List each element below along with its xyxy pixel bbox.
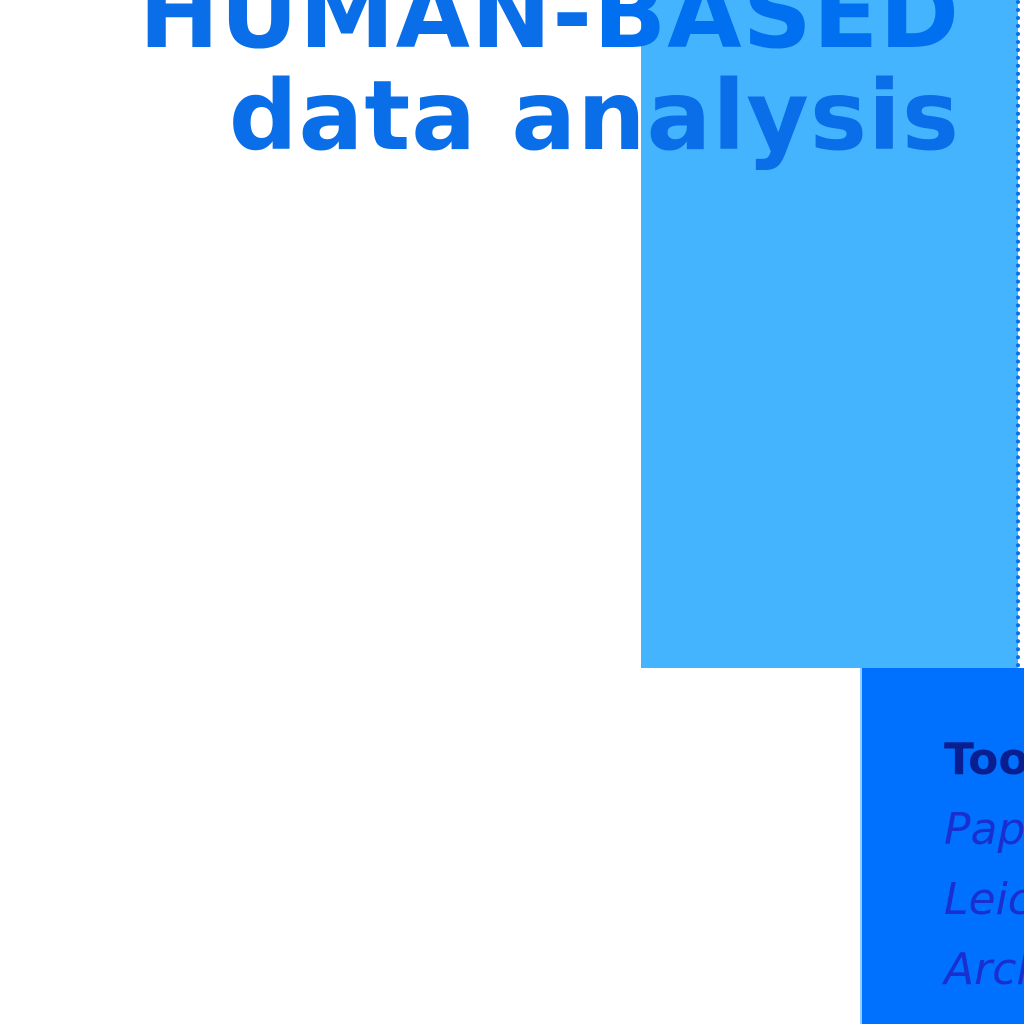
heading-line-1: HUMAN-BASED — [139, 0, 960, 62]
light-blue-panel — [641, 0, 1018, 668]
tools-title: Too — [944, 734, 1024, 785]
heading-line-1-part-1: HUMAN- — [138, 0, 594, 70]
tools-item: Pap — [944, 804, 1024, 855]
tools-item: Arch — [944, 944, 1024, 995]
tools-list: Too Pap Leic Arch — [944, 730, 1024, 992]
heading-line-1-part-2: BASED — [593, 0, 960, 70]
heading-line-2: data analysis — [228, 60, 960, 172]
dotted-panel-edge — [1016, 0, 1020, 668]
tools-item: Leic — [944, 874, 1024, 925]
dark-blue-panel — [860, 668, 1024, 1024]
